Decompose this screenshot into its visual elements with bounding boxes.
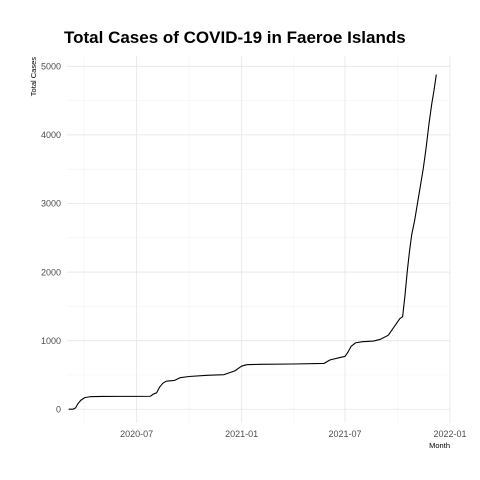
y-tick-label: 0 bbox=[56, 404, 61, 414]
x-tick-label: 2022-01 bbox=[433, 429, 466, 439]
x-tick-label: 2021-07 bbox=[328, 429, 361, 439]
y-tick-label: 1000 bbox=[41, 336, 61, 346]
series-line bbox=[68, 74, 437, 410]
y-axis-label: Total Cases bbox=[29, 57, 38, 96]
y-tick-label: 5000 bbox=[41, 61, 61, 71]
x-tick-labels: 2020-07 2021-01 2021-07 2022-01 bbox=[120, 429, 466, 439]
series-layer bbox=[68, 74, 437, 410]
x-tick-label: 2021-01 bbox=[225, 429, 258, 439]
y-tick-label: 4000 bbox=[41, 130, 61, 140]
y-tick-label: 3000 bbox=[41, 199, 61, 209]
y-tick-labels: 0 1000 2000 3000 4000 5000 bbox=[41, 61, 61, 414]
chart-title: Total Cases of COVID-19 in Faeroe Island… bbox=[64, 28, 406, 47]
x-tick-label: 2020-07 bbox=[120, 429, 153, 439]
major-grid bbox=[67, 56, 451, 423]
y-tick-label: 2000 bbox=[41, 267, 61, 277]
x-axis-label: Month bbox=[429, 441, 450, 450]
minor-grid bbox=[67, 56, 450, 423]
